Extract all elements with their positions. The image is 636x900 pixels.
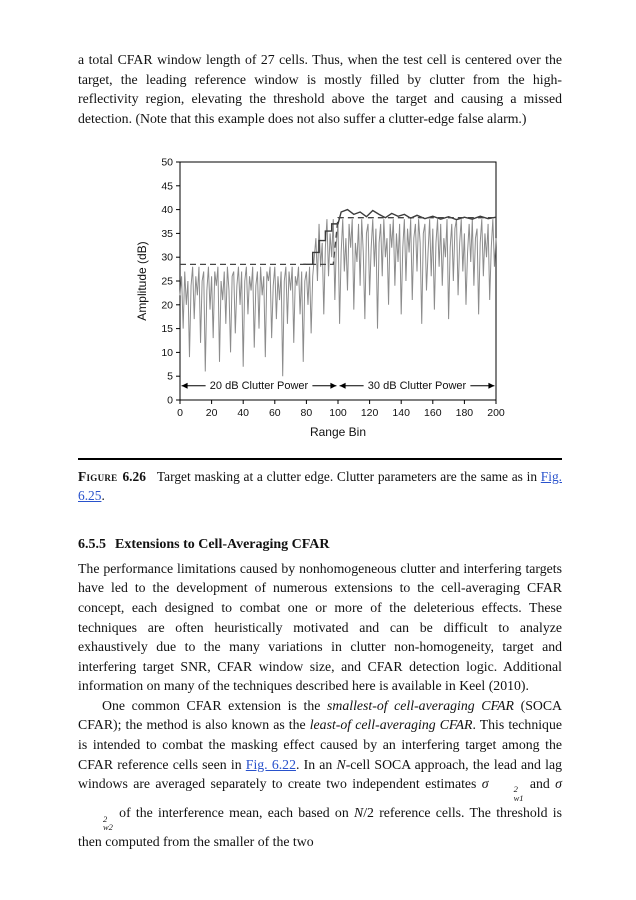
x-tick-label: 140 [392,407,410,419]
section-heading: 6.5.5 Extensions to Cell-Averaging CFAR [78,535,562,555]
text-segment: . This technique is intended to combat t… [78,717,562,772]
text-segment: N [336,756,346,772]
figure-caption-text: Target masking at a clutter edge. Clutte… [78,469,562,503]
arrowhead-left [339,383,346,390]
body-paragraph-2: One common CFAR extension is the smalles… [78,696,562,852]
math-symbol: σ 2 w1 [481,776,524,804]
arrowhead-right [488,383,495,390]
text-segment: smallest-of cell-averaging CFAR [327,697,514,713]
annotation-label: 20 dB Clutter Power [210,381,309,393]
y-tick-label: 20 [161,300,173,312]
y-axis-label: Amplitude (dB) [135,242,149,321]
x-tick-label: 180 [456,407,474,419]
arrowhead-right [330,383,337,390]
text-segment: Target masking at a clutter edge. Clutte… [156,468,541,484]
y-tick-label: 50 [161,157,173,169]
x-axis-label: Range Bin [310,425,366,439]
text-segment: (SOCA CFAR); the method is also known as… [78,697,562,733]
annotation-label: 30 dB Clutter Power [368,381,467,393]
y-tick-label: 0 [167,395,173,407]
text-segment: One common CFAR extension is the [102,697,327,713]
x-tick-label: 40 [237,407,249,419]
x-tick-label: 60 [269,407,281,419]
y-tick-label: 15 [161,323,173,335]
x-tick-label: 200 [487,407,505,419]
x-tick-label: 0 [177,407,183,419]
x-tick-label: 100 [329,407,347,419]
x-tick-label: 120 [361,407,379,419]
text-segment: . [101,487,105,503]
y-tick-label: 40 [161,204,173,216]
y-tick-label: 25 [161,276,173,288]
section-number: 6.5.5 [78,536,106,552]
section-title: Extensions to Cell-Averaging CFAR [115,536,330,552]
body-paragraph-1: The performance limitations caused by no… [78,560,562,694]
figure-caption-label: Figure [78,468,118,484]
math-symbol: σ 2 w2 [103,776,562,833]
y-tick-label: 45 [161,181,173,193]
arrowhead-left [181,383,188,390]
y-tick-label: 10 [161,347,173,359]
text-segment: of the interference mean, each based on [113,805,354,821]
figure: 0 20 40 60 80 100 120 140 160 180 200 0 5 10 15 20 25 30 3… [134,152,506,450]
figure-rule [78,457,562,460]
text-segment: -cell SOCA approach, the lead and lag wi… [78,756,562,792]
text-segment: . In an [295,756,337,772]
text-segment: and [524,776,556,792]
figure-caption-number: 6.26 [122,468,146,484]
text-segment: /2 reference cells. The threshold is the… [78,805,562,850]
x-tick-label: 160 [424,407,442,419]
plot-area [179,161,497,401]
text-segment: least-of cell-averaging CFAR [309,717,473,733]
figure-link[interactable]: Fig. 6.25 [78,468,562,503]
figure-chart-svg: 0 20 40 60 80 100 120 140 160 180 200 0 5 10 15 20 25 30 3… [135,157,505,440]
figure-link[interactable]: Fig. 6.22 [245,756,296,772]
series-cfar-threshold [303,209,497,266]
text-segment: N [354,805,364,821]
figure-caption: Figure 6.26 Target masking at a clutter ed… [78,467,562,505]
intro-paragraph: a total CFAR window length of 27 cells. … [78,52,562,126]
x-tick-label: 80 [301,407,313,419]
x-tick-label: 20 [206,407,218,419]
y-tick-label: 30 [161,252,173,264]
y-tick-label: 5 [167,371,173,383]
y-tick-label: 35 [161,228,173,240]
